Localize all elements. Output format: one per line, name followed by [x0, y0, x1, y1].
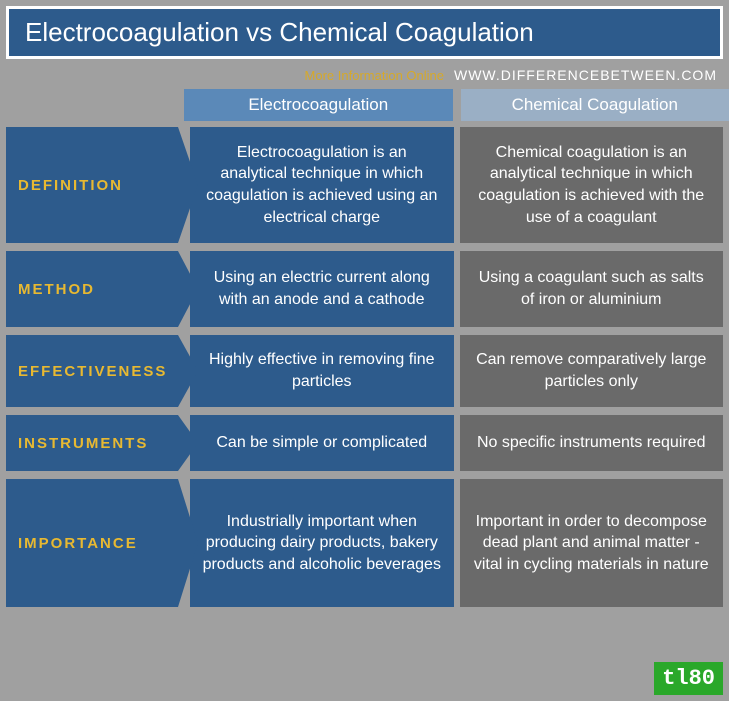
cell-definition-left: Electrocoagulation is an analytical tech…	[190, 127, 454, 243]
table-row: DEFINITION Electrocoagulation is an anal…	[6, 127, 723, 243]
cell-effectiveness-right: Can remove comparatively large particles…	[460, 335, 724, 407]
cell-instruments-left: Can be simple or complicated	[190, 415, 454, 471]
more-info-label: More Information Online	[305, 68, 444, 83]
row-label-method: METHOD	[6, 251, 178, 327]
table-row: IMPORTANCE Industrially important when p…	[6, 479, 723, 607]
row-label-instruments: INSTRUMENTS	[6, 415, 178, 471]
watermark: tl80	[654, 662, 723, 695]
row-label-definition: DEFINITION	[6, 127, 178, 243]
column-header-right: Chemical Coagulation	[461, 89, 729, 121]
cell-method-right: Using a coagulant such as salts of iron …	[460, 251, 724, 327]
row-label-importance: IMPORTANCE	[6, 479, 178, 607]
cell-method-left: Using an electric current along with an …	[190, 251, 454, 327]
comparison-rows: DEFINITION Electrocoagulation is an anal…	[0, 127, 729, 607]
columns-header: Electrocoagulation Chemical Coagulation	[0, 89, 729, 121]
table-row: INSTRUMENTS Can be simple or complicated…	[6, 415, 723, 471]
cell-effectiveness-left: Highly effective in removing fine partic…	[190, 335, 454, 407]
source-url: WWW.DIFFERENCEBETWEEN.COM	[454, 67, 717, 83]
table-row: EFFECTIVENESS Highly effective in removi…	[6, 335, 723, 407]
cell-importance-left: Industrially important when producing da…	[190, 479, 454, 607]
subheader: More Information Online WWW.DIFFERENCEBE…	[0, 65, 729, 89]
cell-instruments-right: No specific instruments required	[460, 415, 724, 471]
page-title: Electrocoagulation vs Chemical Coagulati…	[25, 17, 704, 48]
page-header: Electrocoagulation vs Chemical Coagulati…	[6, 6, 723, 59]
cell-definition-right: Chemical coagulation is an analytical te…	[460, 127, 724, 243]
row-label-effectiveness: EFFECTIVENESS	[6, 335, 178, 407]
column-header-left: Electrocoagulation	[184, 89, 453, 121]
cell-importance-right: Important in order to decompose dead pla…	[460, 479, 724, 607]
table-row: METHOD Using an electric current along w…	[6, 251, 723, 327]
